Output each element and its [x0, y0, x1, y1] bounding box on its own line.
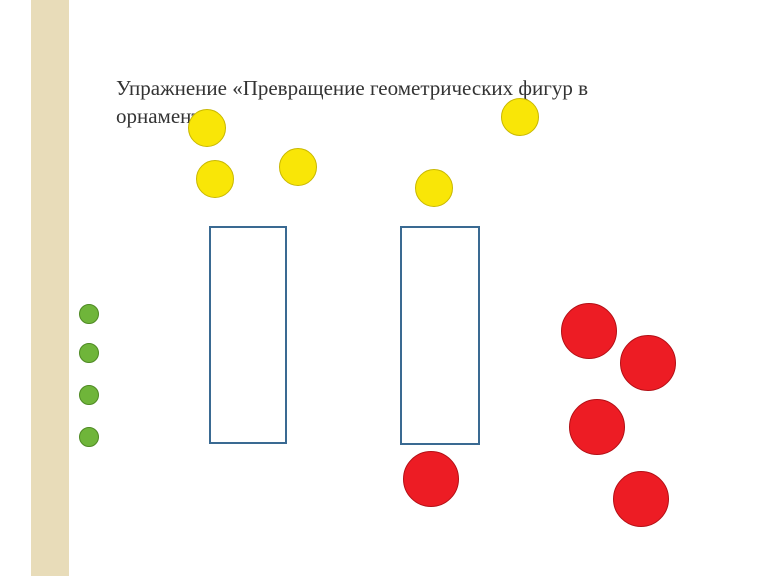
yellow-circle-4 — [415, 169, 453, 207]
rectangle-1 — [209, 226, 287, 444]
green-circle-4 — [79, 427, 99, 447]
yellow-circle-1 — [188, 109, 226, 147]
red-circle-5 — [613, 471, 669, 527]
yellow-circle-5 — [501, 98, 539, 136]
red-circle-4 — [403, 451, 459, 507]
sidebar-stripe — [31, 0, 69, 576]
green-circle-2 — [79, 343, 99, 363]
yellow-circle-3 — [279, 148, 317, 186]
red-circle-1 — [561, 303, 617, 359]
rectangle-2 — [400, 226, 480, 445]
red-circle-2 — [620, 335, 676, 391]
red-circle-3 — [569, 399, 625, 455]
green-circle-1 — [79, 304, 99, 324]
green-circle-3 — [79, 385, 99, 405]
yellow-circle-2 — [196, 160, 234, 198]
